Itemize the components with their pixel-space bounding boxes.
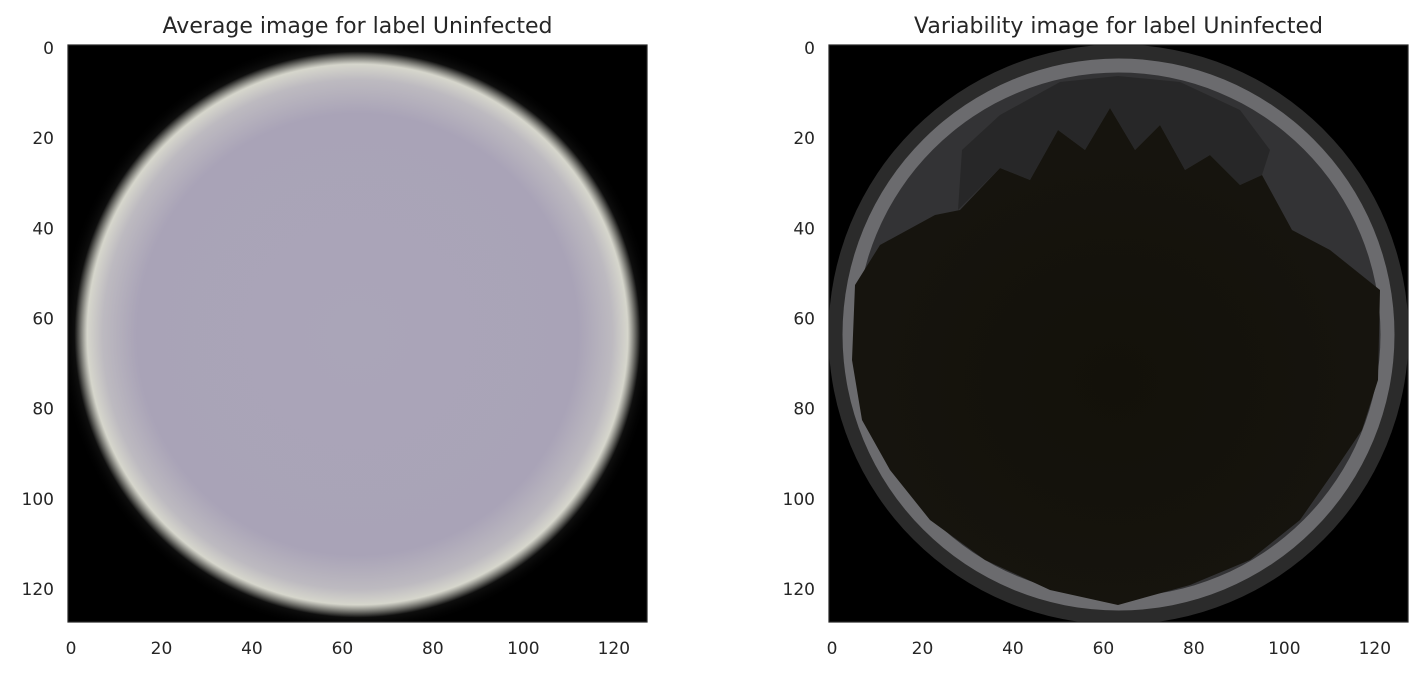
plot-frame (828, 44, 1409, 623)
x-tick-label: 40 (1002, 639, 1024, 659)
x-tick-label: 80 (422, 639, 444, 659)
average-image (68, 45, 647, 622)
y-tick-label: 40 (793, 219, 815, 239)
x-tick-label: 60 (1093, 639, 1115, 659)
y-tick-label: 80 (793, 400, 815, 420)
y-tick-label: 120 (22, 580, 54, 600)
x-tick-label: 40 (241, 639, 263, 659)
y-tick-label: 120 (783, 580, 815, 600)
x-tick-label: 100 (507, 639, 539, 659)
y-tick-label: 80 (32, 400, 54, 420)
y-tick-label: 100 (22, 490, 54, 510)
y-tick-label: 100 (783, 490, 815, 510)
x-tick-label: 120 (1359, 639, 1391, 659)
axis-ticks: 0 20 40 60 80 100 120 0 20 40 60 80 100 120 (783, 39, 1391, 659)
x-tick-label: 80 (1183, 639, 1205, 659)
image-disc (74, 51, 641, 618)
axis-ticks: 0 20 40 60 80 100 120 0 20 40 60 80 100 120 (22, 39, 630, 659)
x-tick-label: 20 (912, 639, 934, 659)
y-tick-label: 60 (32, 309, 54, 329)
y-tick-label: 40 (32, 219, 54, 239)
x-tick-label: 20 (151, 639, 173, 659)
y-tick-label: 60 (793, 309, 815, 329)
chart-title: Average image for label Uninfected (163, 14, 553, 39)
x-tick-label: 120 (598, 639, 630, 659)
y-tick-label: 0 (804, 39, 815, 59)
upper-shadow (958, 76, 1270, 210)
y-tick-label: 20 (793, 129, 815, 149)
variability-image-panel: Variability image for label Uninfected 0… (783, 14, 1409, 659)
plot-frame (67, 44, 648, 623)
y-tick-label: 20 (32, 129, 54, 149)
x-tick-label: 0 (827, 639, 838, 659)
x-tick-label: 0 (66, 639, 77, 659)
chart-title: Variability image for label Uninfected (914, 14, 1323, 39)
x-tick-label: 60 (332, 639, 354, 659)
inner-region (852, 108, 1380, 605)
variability-image (829, 45, 1408, 622)
average-image-panel: Average image for label Uninfected 0 20 40… (22, 14, 648, 659)
x-tick-label: 100 (1268, 639, 1300, 659)
y-tick-label: 0 (43, 39, 54, 59)
